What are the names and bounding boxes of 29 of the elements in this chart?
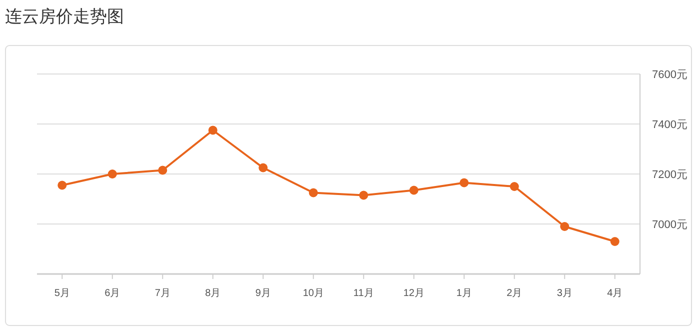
x-tick-label: 8月 — [205, 288, 221, 299]
point — [308, 188, 318, 198]
x-tick-label: 12月 — [403, 288, 424, 299]
point — [560, 222, 570, 231]
x-tick-label: 4月 — [607, 288, 623, 299]
point — [208, 126, 218, 135]
point — [258, 163, 268, 172]
point — [409, 186, 418, 195]
point — [359, 190, 368, 200]
x-tick-label: 11月 — [353, 288, 374, 299]
y-tick-label: 7400元 — [652, 119, 688, 131]
point — [158, 166, 168, 175]
x-tick-label: 10月 — [302, 288, 324, 299]
chart-title: 连云房价走势图 — [5, 7, 124, 26]
x-tick-label: 7月 — [154, 288, 170, 299]
x-tick-label: 2月 — [506, 288, 522, 299]
point — [610, 237, 620, 246]
point — [58, 180, 67, 190]
y-tick-label: 7200元 — [652, 169, 688, 181]
x-tick-label: 3月 — [556, 288, 572, 299]
point — [510, 182, 519, 191]
point — [460, 178, 469, 188]
x-tick-label: 1月 — [456, 288, 472, 299]
point — [108, 170, 117, 178]
x-tick-label: 9月 — [255, 288, 271, 299]
y-tick-label: 7600元 — [652, 69, 688, 81]
x-tick-label: 5月 — [54, 288, 70, 299]
x-tick-label: 6月 — [104, 288, 120, 299]
y-tick-label: 7000元 — [652, 219, 688, 231]
